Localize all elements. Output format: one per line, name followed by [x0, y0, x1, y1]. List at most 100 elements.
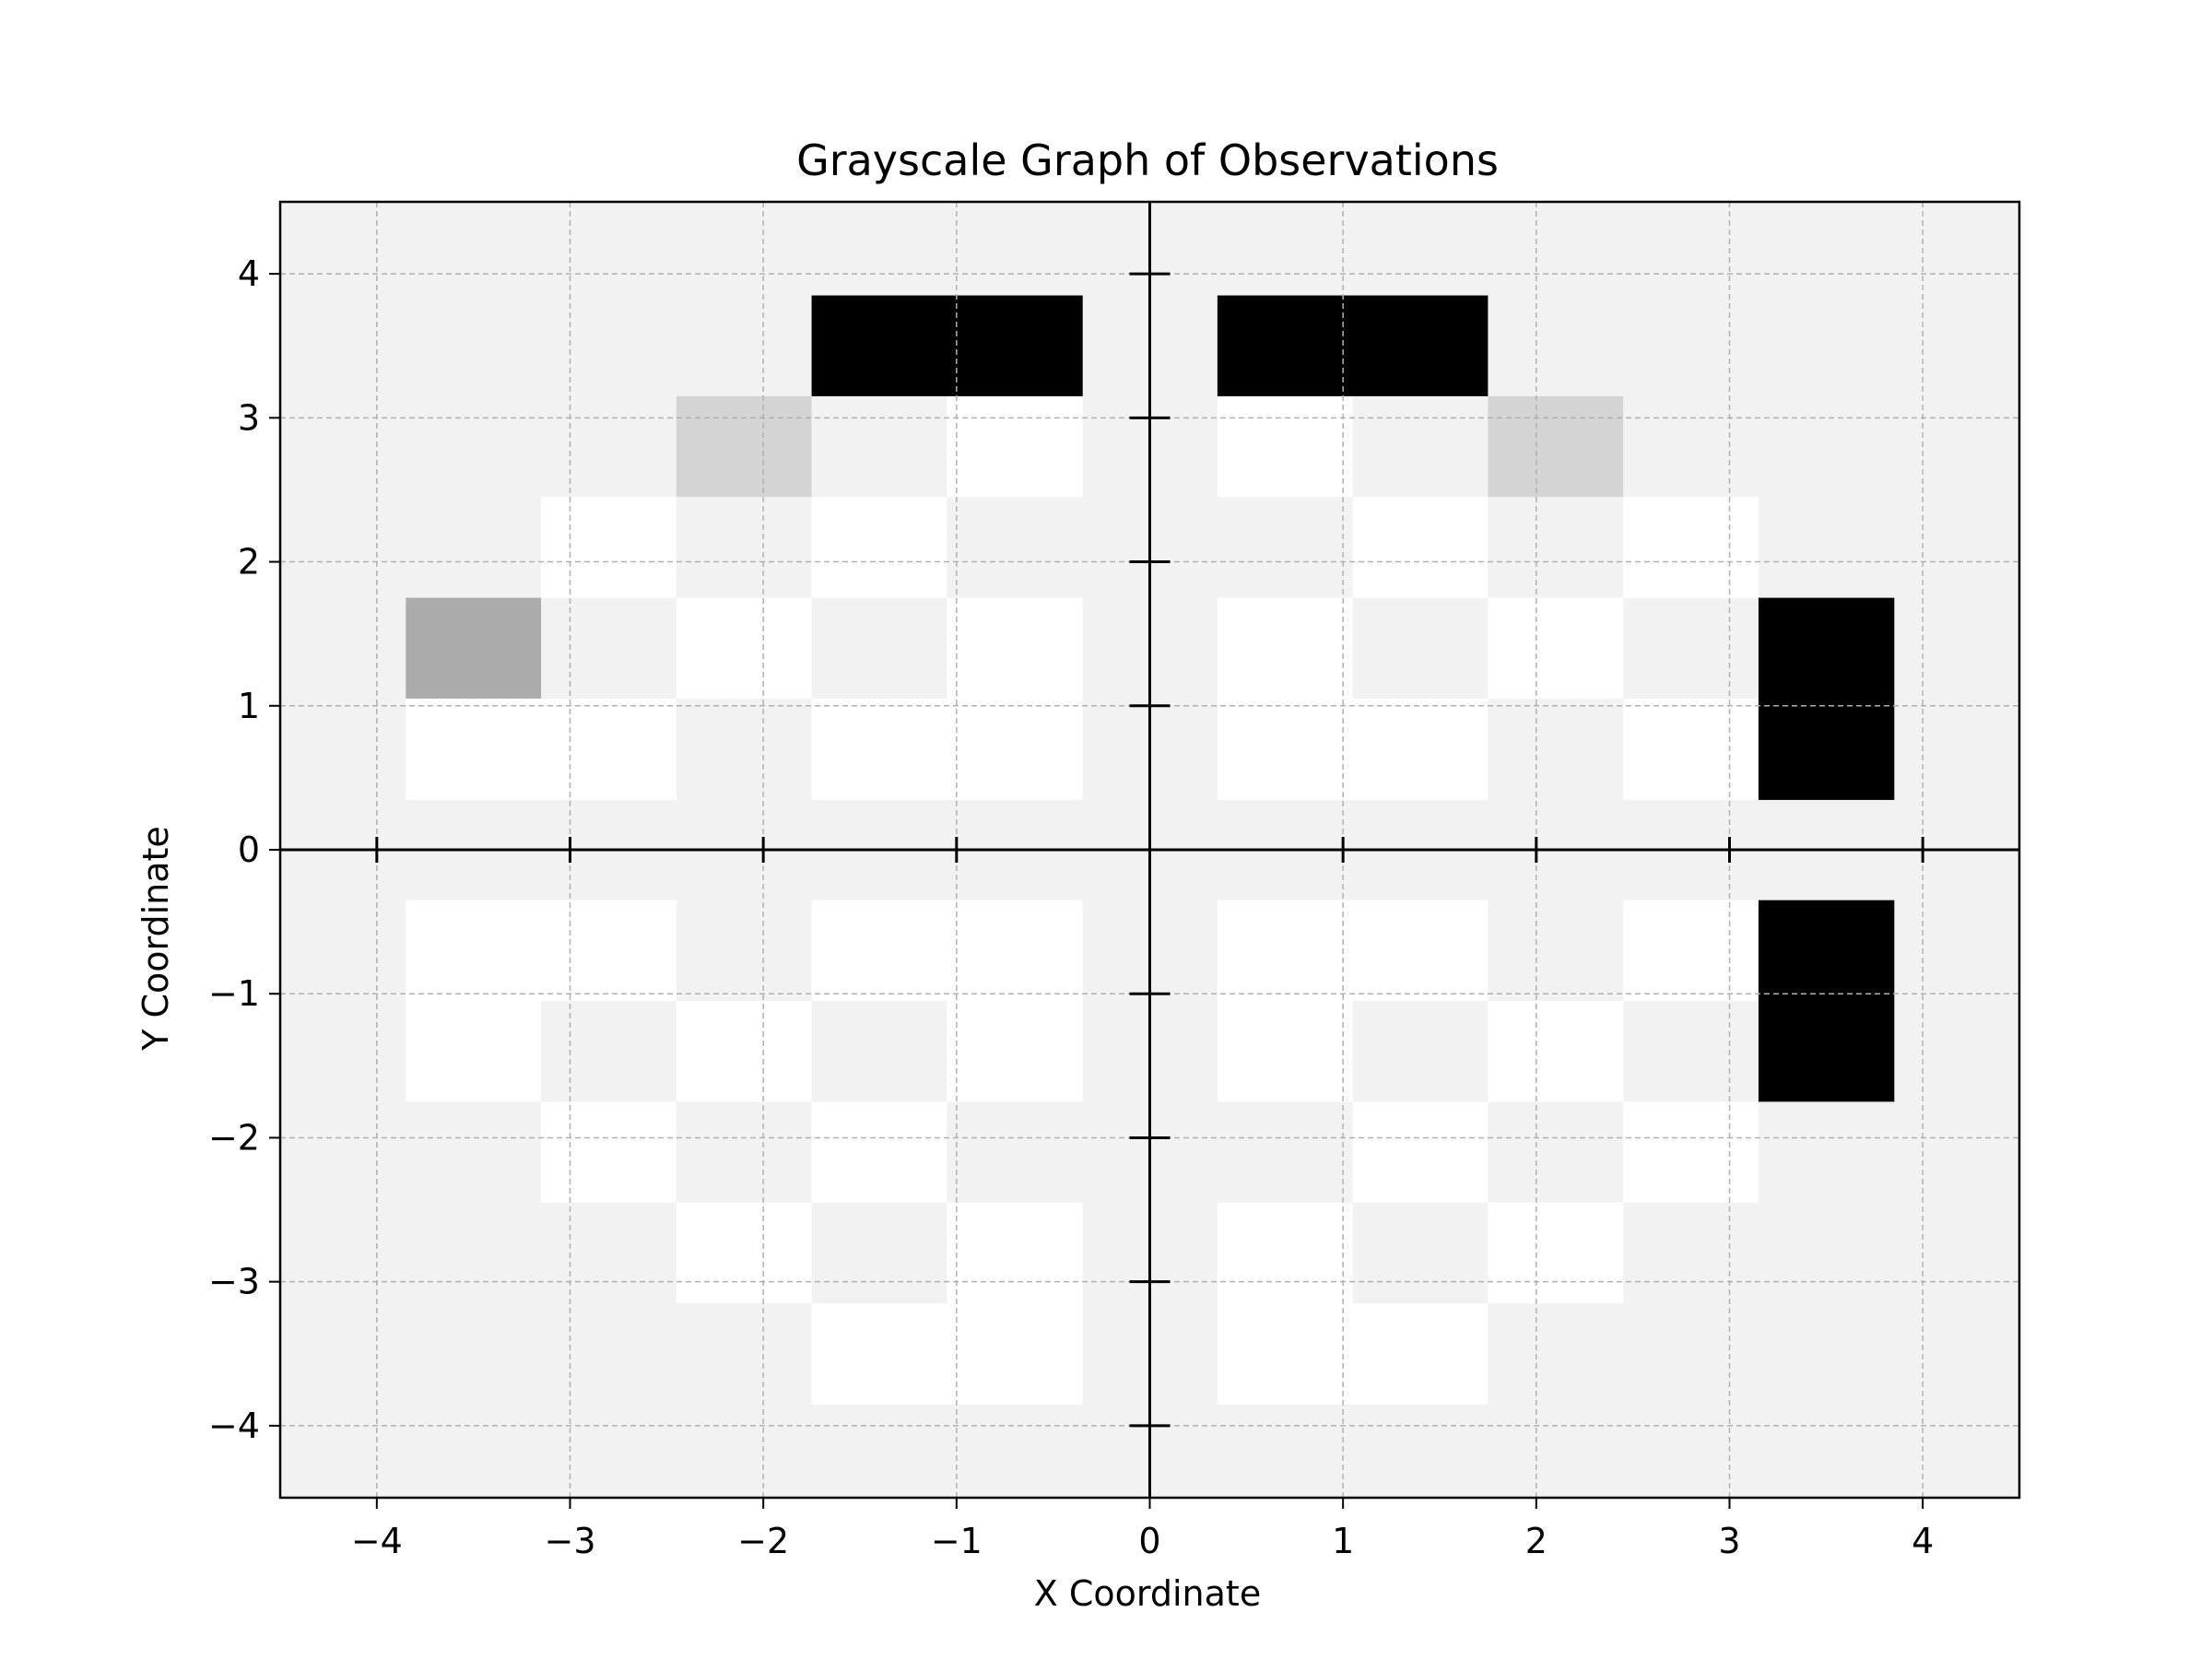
heatmap-cell: [541, 1202, 677, 1304]
heatmap-cell: [1488, 395, 1624, 498]
y-tick-label: 1: [238, 686, 260, 726]
heatmap-cell: [676, 1202, 813, 1304]
heatmap-cell: [947, 497, 1083, 599]
heatmap-cell: [1488, 1101, 1624, 1204]
heatmap-cell: [1758, 497, 1895, 599]
heatmap-cell: [1488, 497, 1624, 599]
heatmap-cell: [947, 395, 1083, 498]
heatmap-cell: [1217, 295, 1354, 397]
heatmap-cell: [1352, 1101, 1489, 1204]
heatmap-cell: [811, 395, 947, 498]
heatmap-cell: [406, 1303, 542, 1406]
y-tick-label: −3: [208, 1262, 260, 1302]
heatmap-cell: [1758, 1202, 1895, 1304]
heatmap-cell: [1758, 1101, 1895, 1204]
heatmap-cell: [1758, 1303, 1895, 1406]
heatmap-cell: [1217, 698, 1354, 800]
heatmap-cell: [947, 597, 1083, 700]
x-tick-label: −3: [544, 1521, 595, 1561]
x-tick-label: 3: [1718, 1521, 1740, 1561]
heatmap-cell: [406, 698, 542, 800]
heatmap-cell: [1623, 1101, 1759, 1204]
heatmap-cell: [811, 497, 947, 599]
heatmap-cell: [676, 1001, 813, 1102]
heatmap-cell: [676, 698, 813, 800]
heatmap-cell: [947, 698, 1083, 800]
heatmap-cell: [406, 597, 542, 700]
heatmap-cell: [811, 1303, 947, 1406]
heatmap-cell: [406, 395, 542, 498]
heatmap-cell: [1623, 1303, 1759, 1406]
heatmap-cell: [947, 900, 1083, 1002]
heatmap-cell: [947, 1001, 1083, 1102]
heatmap-cell: [541, 900, 677, 1002]
x-tick-label: 1: [1332, 1521, 1354, 1561]
heatmap-cell: [1488, 900, 1624, 1002]
heatmap-cell: [1352, 395, 1489, 498]
y-tick-label: 4: [238, 253, 260, 294]
heatmap-cell: [676, 395, 813, 498]
heatmap-cell: [1758, 900, 1895, 1002]
x-tick-label: 2: [1525, 1521, 1547, 1561]
heatmap-cell: [1217, 497, 1354, 599]
heatmap-cell: [1623, 497, 1759, 599]
heatmap-cell: [541, 698, 677, 800]
heatmap-cell: [1488, 597, 1624, 700]
heatmap-cell: [1623, 1001, 1759, 1102]
y-tick-label: −2: [208, 1117, 260, 1158]
x-tick-label: 4: [1912, 1521, 1934, 1561]
heatmap-cell: [406, 497, 542, 599]
heatmap-cell: [541, 395, 677, 498]
heatmap-cell: [406, 900, 542, 1002]
heatmap-cell: [811, 597, 947, 700]
chart-title: Grayscale Graph of Observations: [796, 135, 1499, 185]
heatmap-cell: [1623, 295, 1759, 397]
heatmap-cell: [406, 1202, 542, 1304]
heatmap-cell: [1352, 1001, 1489, 1102]
heatmap-cell: [811, 1202, 947, 1304]
heatmap-cell: [811, 1001, 947, 1102]
heatmap-cell: [676, 295, 813, 397]
heatmap-cell: [1352, 698, 1489, 800]
x-tick-label: 0: [1138, 1521, 1160, 1561]
heatmap-cell: [406, 1101, 542, 1204]
heatmap-cell: [1352, 497, 1489, 599]
heatmap-cell: [1352, 295, 1489, 397]
heatmap-cell: [1352, 1202, 1489, 1304]
heatmap-cell: [541, 295, 677, 397]
heatmap-cell: [811, 1101, 947, 1204]
heatmap-cell: [676, 497, 813, 599]
heatmap-cell: [406, 295, 542, 397]
y-tick-label: 3: [238, 397, 260, 438]
heatmap-cell: [947, 295, 1083, 397]
heatmap-cell: [1488, 1202, 1624, 1304]
heatmap-cell: [1352, 597, 1489, 700]
heatmap-cell: [947, 1202, 1083, 1304]
heatmap-cell: [1488, 698, 1624, 800]
heatmap-cell: [541, 597, 677, 700]
plot-area: −4 −3 −2 −1 0 1 2 3 4 −4 −3 −2 −1 0 1 2 3 4: [208, 200, 2021, 1561]
heatmap-cell: [947, 1101, 1083, 1204]
heatmap-cell: [811, 295, 947, 397]
y-tick-label: 2: [238, 542, 260, 582]
x-tick-label: −4: [351, 1521, 403, 1561]
heatmap-cell: [1488, 1303, 1624, 1406]
heatmap-cell: [1623, 698, 1759, 800]
heatmap-cell: [676, 1101, 813, 1204]
heatmap-cell: [1758, 295, 1895, 397]
heatmap-cell: [1352, 1303, 1489, 1406]
heatmap-cell: [947, 1303, 1083, 1406]
y-tick-label: −1: [208, 973, 260, 1014]
heatmap-cell: [1758, 698, 1895, 800]
heatmap-cell: [676, 900, 813, 1002]
heatmap-cell: [811, 698, 947, 800]
x-tick-label: −2: [737, 1521, 789, 1561]
heatmap-cell: [1217, 900, 1354, 1002]
heatmap-cell: [1623, 597, 1759, 700]
heatmap-cell: [1488, 295, 1624, 397]
heatmap-cell: [1217, 1303, 1354, 1406]
heatmap-cell: [541, 1101, 677, 1204]
heatmap-cell: [1623, 1202, 1759, 1304]
heatmap-cell: [541, 1001, 677, 1102]
